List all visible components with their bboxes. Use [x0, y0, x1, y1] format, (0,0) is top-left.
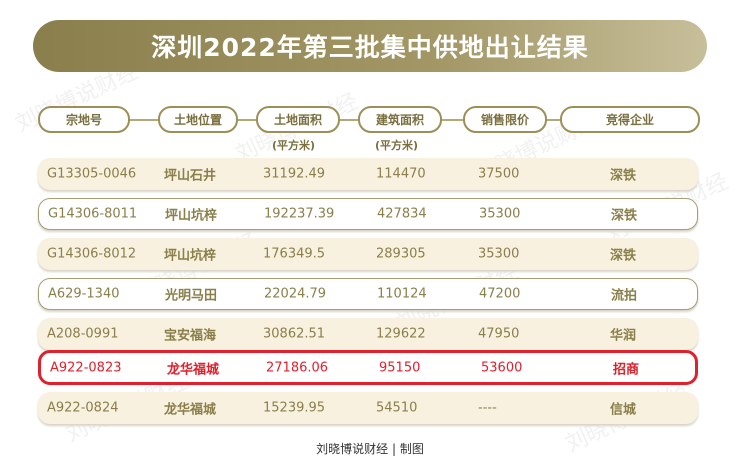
cell-build-area: 54510	[376, 400, 418, 416]
cell-parcel-id: G14306-8012	[47, 246, 137, 262]
cell-build-area: 289305	[376, 246, 426, 262]
table-row: G14306-8011 坪山坑梓 192237.39 427834 35300 深铁	[38, 198, 698, 230]
cell-parcel-id: A629-1340	[48, 286, 120, 302]
unit-land-area: (平方米)	[272, 139, 316, 152]
cell-location: 坪山坑梓	[165, 208, 218, 224]
cell-land-area: 15239.95	[263, 400, 326, 416]
cell-price-limit: 37500	[478, 166, 520, 182]
cell-parcel-id: A922-0824	[47, 400, 119, 416]
cell-winner: 招商	[613, 362, 640, 377]
cell-land-area: 30862.51	[263, 326, 326, 342]
cell-parcel-id: A922-0823	[50, 360, 122, 375]
cell-winner: 深铁	[611, 208, 638, 224]
cell-location: 坪山石井	[164, 168, 217, 184]
header-price-limit: 销售限价	[463, 106, 547, 133]
cell-winner: 流拍	[611, 288, 638, 304]
header-build-area: 建筑面积	[358, 106, 442, 133]
cell-build-area: 95150	[379, 360, 421, 375]
header-winner: 竞得企业	[560, 106, 700, 133]
cell-build-area: 110124	[377, 286, 427, 302]
cell-parcel-id: G14306-8011	[48, 206, 138, 222]
cell-land-area: 27186.06	[266, 360, 329, 375]
cell-land-area: 192237.39	[264, 206, 335, 222]
cell-winner: 信城	[610, 402, 637, 418]
table-row: A208-0991 宝安福海 30862.51 129622 47950 华润	[38, 318, 698, 350]
unit-build-area: (平方米)	[375, 139, 419, 152]
cell-price-limit: 47950	[478, 326, 520, 342]
cell-winner: 深铁	[610, 168, 637, 184]
page-title: 深圳2022年第三批集中供地出让结果	[33, 20, 707, 72]
cell-build-area: 114470	[376, 166, 426, 182]
table-row: G14306-8012 坪山坑梓 176349.5 289305 35300 深铁	[38, 238, 698, 270]
cell-winner: 深铁	[610, 248, 637, 264]
cell-location: 龙华福城	[167, 362, 220, 377]
cell-land-area: 31192.49	[263, 166, 326, 182]
cell-location: 坪山坑梓	[164, 248, 217, 264]
footer-credit: 刘晓博说财经 | 制图	[316, 442, 424, 456]
cell-price-limit: 35300	[478, 246, 520, 262]
cell-price-limit: 53600	[481, 360, 523, 375]
header-land-area: 土地面积	[256, 106, 340, 133]
table-row: G13305-0046 坪山石井 31192.49 114470 37500 深铁	[38, 158, 698, 190]
cell-land-area: 176349.5	[263, 246, 326, 262]
cell-price-limit: ----	[478, 400, 497, 416]
cell-parcel-id: A208-0991	[47, 326, 119, 342]
table-row: A922-0824 龙华福城 15239.95 54510 ---- 信城	[38, 392, 698, 424]
table-row: A629-1340 光明马田 22024.79 110124 47200 流拍	[38, 278, 698, 310]
cell-land-area: 22024.79	[264, 286, 327, 302]
cell-parcel-id: G13305-0046	[47, 166, 137, 182]
header-parcel-id: 宗地号	[38, 106, 130, 133]
cell-build-area: 129622	[376, 326, 426, 342]
header-location: 土地位置	[158, 106, 238, 133]
cell-price-limit: 47200	[479, 286, 521, 302]
table-row-highlighted: A922-0823 龙华福城 27186.06 95150 53600 招商	[38, 350, 698, 385]
cell-price-limit: 35300	[479, 206, 521, 222]
cell-location: 龙华福城	[164, 402, 217, 418]
cell-location: 光明马田	[165, 288, 218, 304]
cell-winner: 华润	[610, 328, 637, 344]
cell-location: 宝安福海	[164, 328, 217, 344]
cell-build-area: 427834	[377, 206, 427, 222]
